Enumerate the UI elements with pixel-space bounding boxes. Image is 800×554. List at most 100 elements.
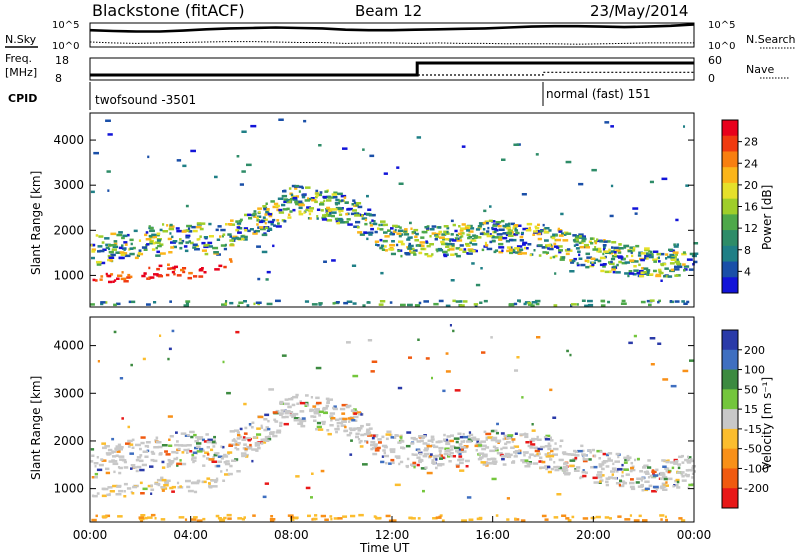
echo-cell xyxy=(653,260,658,263)
y-tick-label: 3000 xyxy=(53,178,84,192)
echo-cell xyxy=(229,464,233,468)
echo-cell xyxy=(247,229,251,233)
echo-cell xyxy=(352,410,358,413)
echo-cell xyxy=(305,486,311,490)
echo-cell xyxy=(245,437,251,440)
echo-cell xyxy=(602,263,607,266)
echo-cell xyxy=(113,303,117,307)
echo-cell xyxy=(425,443,430,446)
echo-cell xyxy=(610,260,613,264)
echo-cell xyxy=(468,431,472,434)
echo-cell xyxy=(243,432,248,435)
echo-cell xyxy=(112,455,117,458)
echo-cell xyxy=(100,301,106,304)
echo-cell xyxy=(641,477,645,480)
echo-cell xyxy=(261,233,268,237)
echo-cell xyxy=(431,225,437,228)
echo-cell xyxy=(283,220,287,223)
echo-cell xyxy=(368,231,374,234)
echo-cell xyxy=(153,301,157,304)
echo-cell xyxy=(514,518,520,521)
echo-cell xyxy=(559,445,562,448)
echo-cell xyxy=(604,121,610,124)
echo-cell xyxy=(609,262,615,265)
echo-cell xyxy=(468,230,474,233)
echo-cell xyxy=(223,247,228,251)
echo-cell xyxy=(264,435,269,439)
echo-cell xyxy=(547,465,551,469)
echo-cell xyxy=(201,241,206,245)
echo-cell xyxy=(246,304,250,307)
echo-cell xyxy=(168,227,175,231)
echo-cell xyxy=(582,517,589,520)
echo-cell xyxy=(335,301,340,304)
echo-cell xyxy=(526,222,533,226)
echo-cell xyxy=(474,304,478,308)
echo-cell xyxy=(536,230,543,233)
echo-cell xyxy=(379,238,383,242)
echo-cell xyxy=(275,431,282,434)
echo-cell xyxy=(407,303,413,307)
echo-cell xyxy=(179,459,182,462)
echo-cell xyxy=(667,275,673,278)
echo-cell xyxy=(537,438,542,441)
echo-cell xyxy=(459,248,463,251)
echo-cell xyxy=(364,222,368,226)
echo-cell xyxy=(230,260,233,263)
echo-cell xyxy=(257,207,263,210)
echo-cell xyxy=(97,245,103,248)
echo-cell xyxy=(278,118,284,121)
echo-cell xyxy=(662,488,668,491)
echo-cell xyxy=(689,252,695,256)
echo-cell xyxy=(129,452,135,455)
echo-cell xyxy=(191,456,197,459)
echo-cell xyxy=(492,224,498,227)
echo-cell xyxy=(366,441,369,444)
echo-cell xyxy=(544,438,551,441)
colorbar-swatch xyxy=(722,349,738,371)
echo-cell xyxy=(220,457,224,460)
echo-cell xyxy=(506,227,512,230)
echo-cell xyxy=(634,212,638,215)
echo-cell xyxy=(272,411,278,414)
colorbar-swatch xyxy=(722,135,738,152)
echo-cell xyxy=(514,369,519,372)
echo-cell xyxy=(533,446,538,449)
freq-tick-bottom: 8 xyxy=(55,72,62,85)
echo-cell xyxy=(303,211,306,214)
echo-cell xyxy=(135,458,140,462)
echo-cell xyxy=(541,514,547,518)
echo-cell xyxy=(580,241,584,244)
echo-cell xyxy=(565,160,572,164)
echo-cell xyxy=(638,514,642,518)
velocity-x-label: Time UT xyxy=(359,541,410,554)
echo-cell xyxy=(161,478,167,482)
echo-cell xyxy=(681,300,685,303)
echo-cell xyxy=(373,435,378,438)
echo-cell xyxy=(667,470,671,474)
echo-cell xyxy=(496,452,503,455)
echo-cell xyxy=(588,240,592,243)
echo-cell xyxy=(469,433,474,437)
echo-cell xyxy=(665,253,669,256)
echo-cell xyxy=(680,472,684,476)
echo-cell xyxy=(449,451,454,455)
echo-cell xyxy=(441,519,445,522)
echo-cell xyxy=(142,487,148,491)
noise-right-tick-bottom: 10^0 xyxy=(708,41,735,52)
echo-cell xyxy=(119,377,124,380)
echo-cell xyxy=(408,244,414,248)
echo-cell xyxy=(256,216,259,220)
echo-cell xyxy=(611,476,618,480)
echo-cell xyxy=(230,243,234,246)
colorbar-tick-label: 4 xyxy=(744,265,751,278)
echo-cell xyxy=(631,254,634,258)
echo-cell xyxy=(167,263,170,266)
echo-cell xyxy=(201,249,207,252)
echo-cell xyxy=(503,434,508,438)
echo-cell xyxy=(246,163,252,167)
echo-cell xyxy=(527,444,531,448)
echo-cell xyxy=(293,414,296,418)
echo-cell xyxy=(281,203,286,207)
echo-cell xyxy=(422,435,427,438)
